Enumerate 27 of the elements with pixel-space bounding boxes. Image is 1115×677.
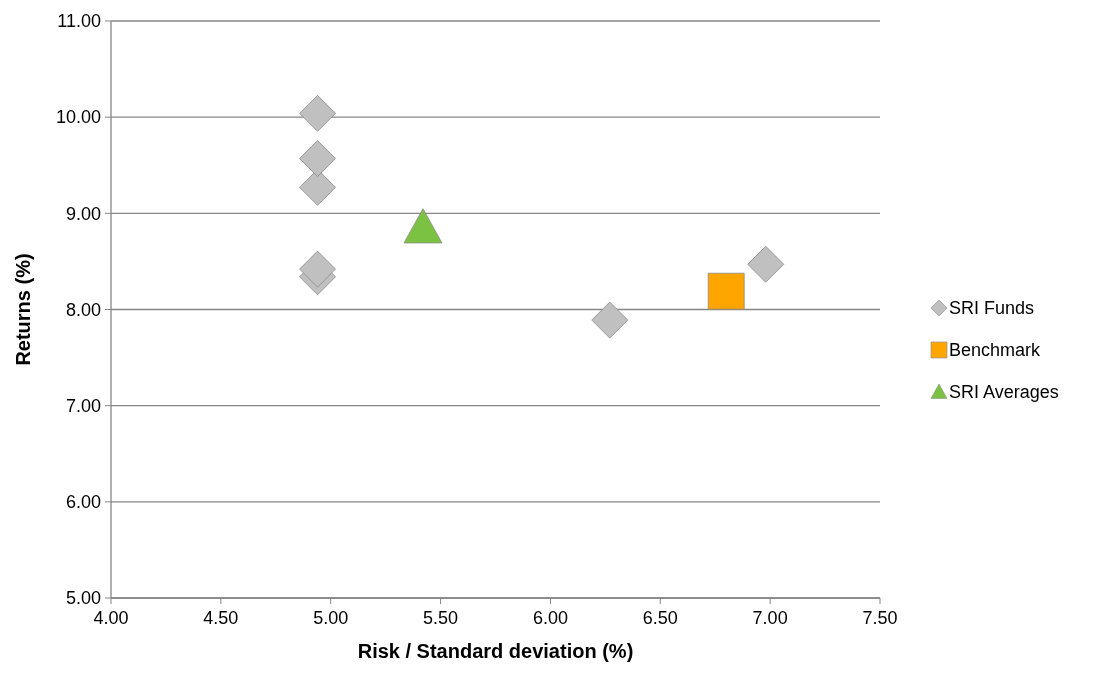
legend-label: SRI Averages <box>949 382 1059 403</box>
y-tick-label: 6.00 <box>65 492 101 513</box>
y-axis-title: Returns (%) <box>12 253 34 366</box>
x-tick-label: 7.00 <box>752 608 788 628</box>
y-tick-label: 9.00 <box>65 203 101 224</box>
point <box>591 301 629 339</box>
y-tick-label: 5.00 <box>65 588 101 609</box>
legend-label: Benchmark <box>949 340 1042 361</box>
x-tick-label: 6.50 <box>642 608 678 628</box>
point <box>299 94 336 132</box>
point <box>747 245 785 283</box>
x-axis-title: Risk / Standard deviation (%) <box>357 640 634 662</box>
x-tick-label: 6.00 <box>532 608 568 628</box>
x-tick-label: 5.50 <box>423 608 459 628</box>
y-tick-label: 10.00 <box>55 107 101 128</box>
x-tick-label: 4.00 <box>93 608 129 628</box>
point <box>707 272 745 310</box>
y-tick-label: 11.00 <box>57 11 101 32</box>
x-tick-label: 7.50 <box>862 608 898 628</box>
x-tick-label: 5.00 <box>313 608 349 628</box>
legend-label: SRI Funds <box>949 298 1035 319</box>
point <box>299 250 336 288</box>
point <box>403 208 443 244</box>
y-tick-label: 8.00 <box>65 299 101 320</box>
x-tick-label: 4.50 <box>203 608 239 628</box>
y-tick-label: 7.00 <box>65 395 101 416</box>
point <box>299 140 336 177</box>
